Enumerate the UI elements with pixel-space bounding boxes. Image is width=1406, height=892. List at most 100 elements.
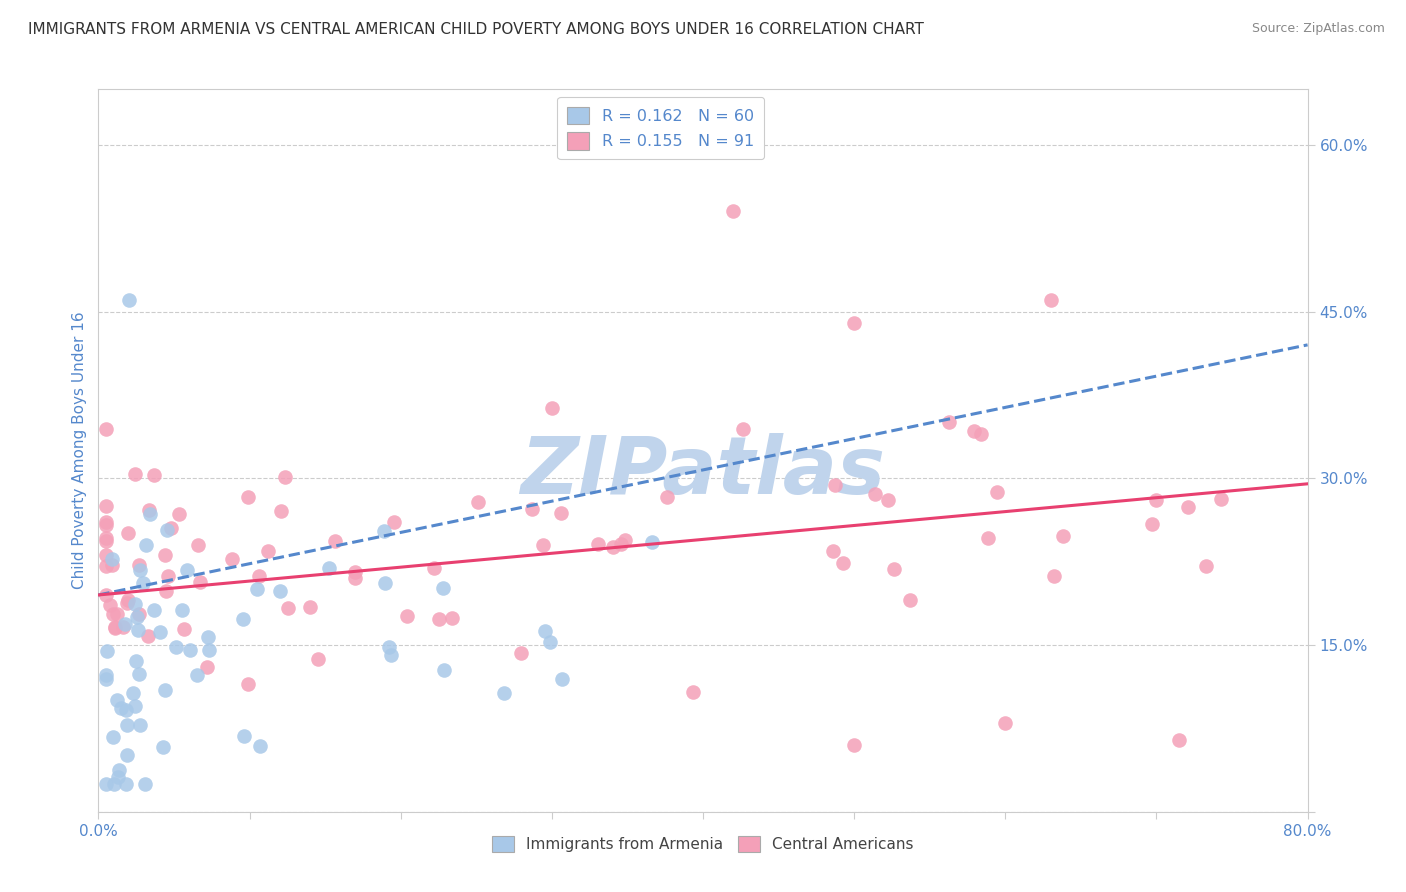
Text: ZIPatlas: ZIPatlas [520, 434, 886, 511]
Point [94, 517, 117, 532]
Point [236, 490, 259, 504]
Point [198, 642, 221, 657]
Point [118, 293, 141, 308]
Point [274, 470, 297, 484]
Point [534, 624, 557, 638]
Point [188, 574, 211, 589]
Point [299, 600, 322, 615]
Point [172, 603, 194, 617]
Point [467, 495, 489, 509]
Point [232, 729, 254, 743]
Point [723, 204, 745, 219]
Point [343, 565, 366, 579]
Point [115, 703, 138, 717]
Point [101, 607, 124, 621]
Point [115, 596, 138, 610]
Point [236, 677, 259, 691]
Point [1168, 732, 1191, 747]
Point [138, 503, 160, 517]
Point [129, 563, 152, 577]
Point [844, 316, 866, 330]
Point [186, 667, 208, 681]
Point [152, 739, 174, 754]
Point [343, 571, 366, 585]
Point [197, 630, 219, 644]
Point [94, 549, 117, 563]
Point [132, 576, 155, 591]
Point [155, 682, 177, 697]
Point [1195, 559, 1218, 574]
Point [824, 478, 846, 492]
Point [277, 600, 299, 615]
Point [307, 652, 329, 666]
Point [153, 548, 176, 562]
Point [1039, 293, 1062, 308]
Point [373, 524, 395, 538]
Point [270, 504, 292, 518]
Point [586, 536, 609, 550]
Point [155, 584, 177, 599]
Point [128, 667, 150, 681]
Point [269, 583, 291, 598]
Point [249, 739, 271, 753]
Point [246, 582, 269, 597]
Point [977, 531, 1000, 545]
Point [98, 598, 121, 612]
Point [323, 533, 346, 548]
Point [531, 538, 554, 552]
Point [94, 588, 117, 602]
Point [187, 539, 209, 553]
Point [124, 654, 146, 668]
Point [156, 523, 179, 537]
Point [1177, 500, 1199, 515]
Point [731, 422, 754, 436]
Point [124, 698, 146, 713]
Point [382, 516, 405, 530]
Point [540, 401, 562, 415]
Point [117, 748, 139, 763]
Point [232, 612, 254, 626]
Point [94, 668, 117, 682]
Point [195, 659, 218, 673]
Point [94, 672, 117, 686]
Text: IMMIGRANTS FROM ARMENIA VS CENTRAL AMERICAN CHILD POVERTY AMONG BOYS UNDER 16 CO: IMMIGRANTS FROM ARMENIA VS CENTRAL AMERI… [28, 22, 924, 37]
Point [614, 533, 637, 547]
Point [115, 718, 138, 732]
Point [377, 640, 399, 654]
Point [100, 558, 122, 572]
Point [108, 763, 131, 777]
Point [128, 607, 150, 621]
Point [831, 556, 853, 570]
Point [994, 715, 1017, 730]
Point [96, 644, 118, 658]
Point [538, 635, 561, 649]
Point [380, 648, 402, 662]
Point [176, 563, 198, 577]
Point [156, 569, 179, 583]
Point [94, 515, 117, 529]
Point [104, 620, 127, 634]
Point [898, 593, 921, 607]
Point [494, 686, 516, 700]
Point [94, 422, 117, 436]
Point [655, 490, 678, 504]
Legend: Immigrants from Armenia, Central Americans: Immigrants from Armenia, Central America… [486, 830, 920, 858]
Text: Source: ZipAtlas.com: Source: ZipAtlas.com [1251, 22, 1385, 36]
Point [94, 532, 117, 546]
Point [103, 777, 125, 791]
Point [1052, 529, 1074, 543]
Point [94, 499, 117, 513]
Point [877, 492, 900, 507]
Point [520, 502, 543, 516]
Point [374, 575, 396, 590]
Point [433, 663, 456, 677]
Point [221, 552, 243, 566]
Point [136, 629, 159, 643]
Point [432, 581, 454, 595]
Point [423, 561, 446, 575]
Point [134, 777, 156, 791]
Point [105, 607, 128, 621]
Point [125, 609, 148, 624]
Point [256, 543, 278, 558]
Point [427, 612, 450, 626]
